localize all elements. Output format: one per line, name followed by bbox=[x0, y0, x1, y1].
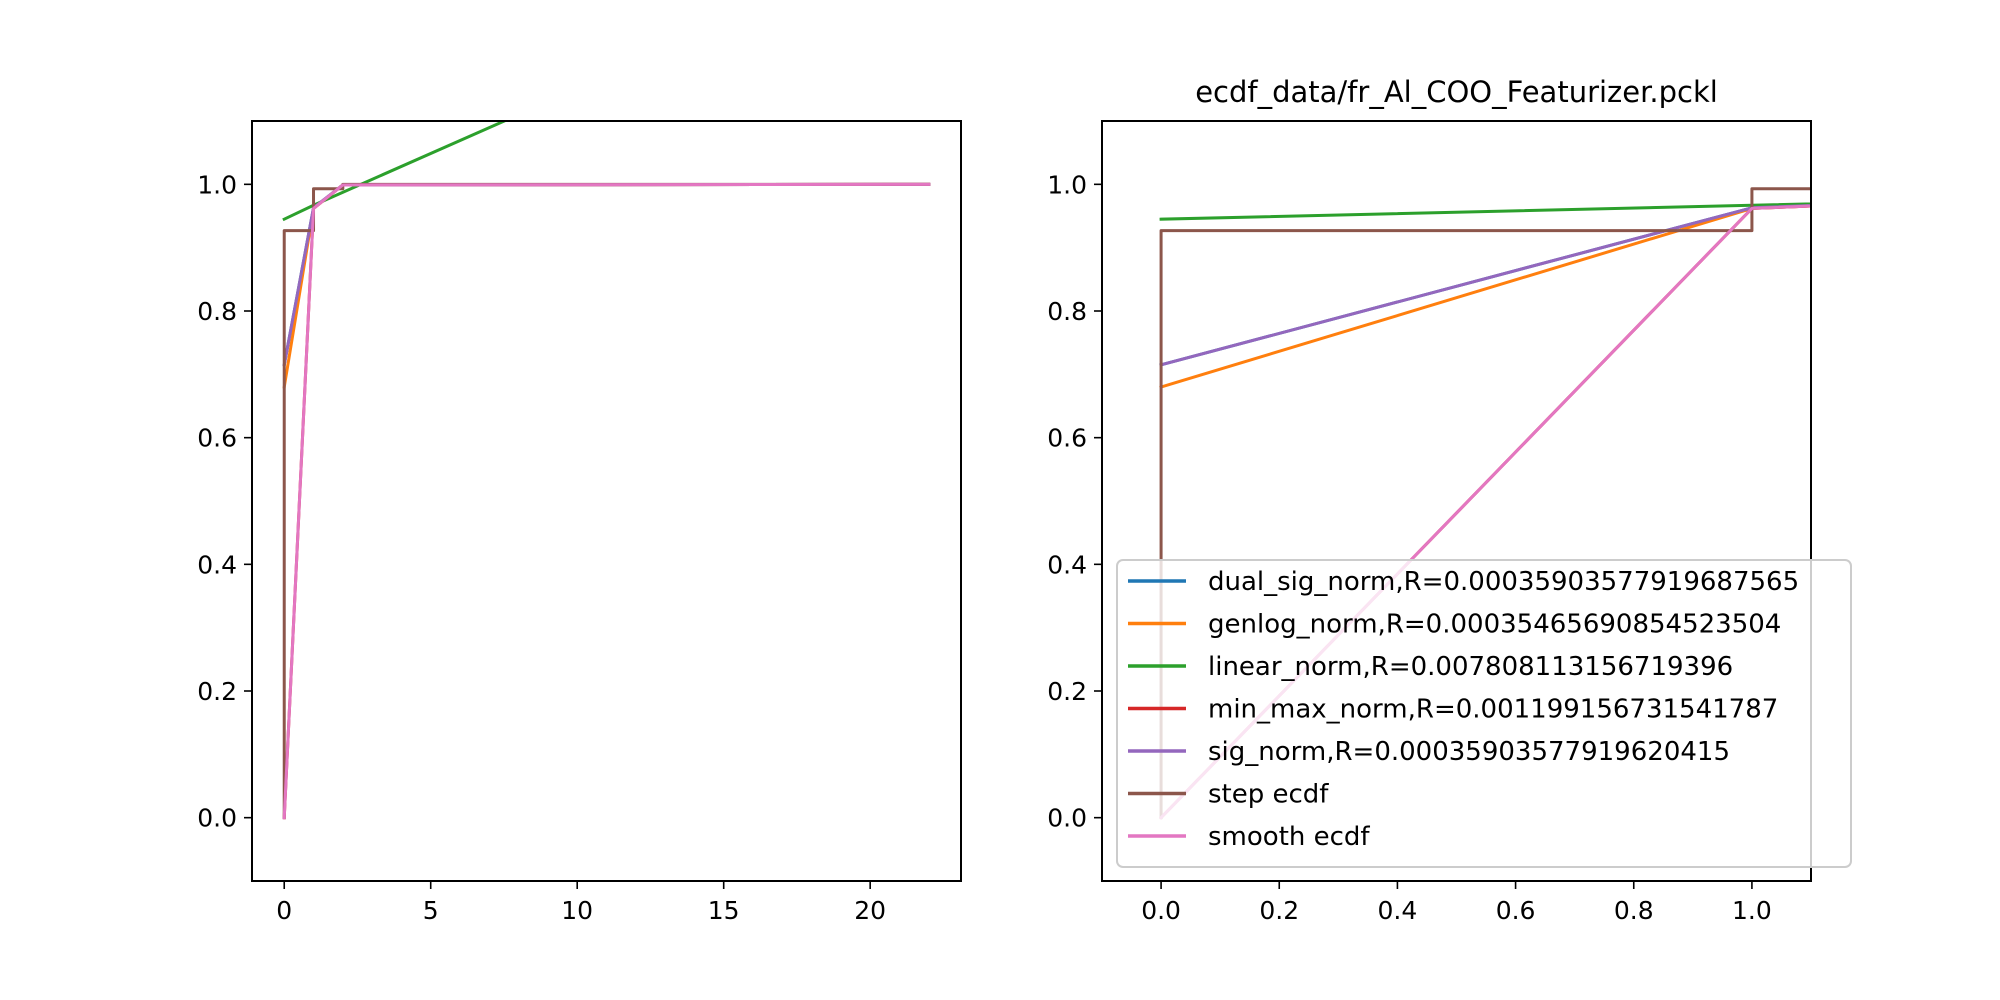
y-tick-label: 0.4 bbox=[197, 550, 237, 579]
legend: dual_sig_norm,R=0.00035903577919687565ge… bbox=[1116, 559, 1852, 868]
left-subplot-frame bbox=[251, 120, 962, 882]
y-tick-label: 0.6 bbox=[197, 424, 237, 453]
x-tick-label: 0.0 bbox=[1141, 896, 1181, 925]
right-subplot-ticks: 0.0 0.2 0.4 0.6 0.8 1.0 0.0 0.2 0.4 0.6 0.8 1.0 bbox=[1047, 170, 1772, 925]
x-tick-label: 5 bbox=[423, 896, 439, 925]
y-tick-label: 0.8 bbox=[197, 297, 237, 326]
legend-label: smooth ecdf bbox=[1208, 822, 1370, 852]
legend-label: linear_norm,R=0.007808113156719396 bbox=[1208, 652, 1733, 682]
y-tick-label: 1.0 bbox=[1047, 170, 1087, 199]
x-tick-label: 10 bbox=[561, 896, 593, 925]
legend-label: genlog_norm,R=0.00035465690854523504 bbox=[1208, 610, 1781, 640]
legend-label: sig_norm,R=0.00035903577919620415 bbox=[1208, 737, 1730, 767]
y-tick-label: 0.2 bbox=[197, 677, 237, 706]
x-tick-label: 0.4 bbox=[1378, 896, 1418, 925]
right-subplot-title: ecdf_data/fr_Al_COO_Featurizer.pckl bbox=[1195, 75, 1718, 109]
x-tick-label: 0.2 bbox=[1259, 896, 1299, 925]
y-tick-label: 0.4 bbox=[1047, 550, 1087, 579]
left-subplot-ticks: 0 5 10 15 20 0.0 0.2 0.4 0.6 0.8 1.0 bbox=[197, 170, 886, 925]
series-line-smooth-ecdf bbox=[282, 182, 931, 820]
x-tick-label: 1.0 bbox=[1732, 896, 1772, 925]
legend-entries: dual_sig_norm,R=0.00035903577919687565ge… bbox=[1128, 567, 1799, 852]
x-tick-label: 0.8 bbox=[1614, 896, 1654, 925]
left-subplot: 0 5 10 15 20 0.0 0.2 0.4 0.6 0.8 1.0 bbox=[197, 120, 962, 925]
y-tick-label: 0.0 bbox=[197, 804, 237, 833]
y-tick-label: 1.0 bbox=[197, 170, 237, 199]
x-tick-label: 0 bbox=[276, 896, 292, 925]
legend-label: min_max_norm,R=0.001199156731541787 bbox=[1208, 695, 1778, 725]
y-tick-label: 0.0 bbox=[1047, 804, 1087, 833]
y-tick-label: 0.2 bbox=[1047, 677, 1087, 706]
legend-label: step ecdf bbox=[1208, 780, 1329, 810]
y-tick-label: 0.6 bbox=[1047, 424, 1087, 453]
right-subplot-frame bbox=[1101, 120, 1812, 882]
y-tick-label: 0.8 bbox=[1047, 297, 1087, 326]
x-tick-label: 15 bbox=[708, 896, 740, 925]
legend-label: dual_sig_norm,R=0.00035903577919687565 bbox=[1208, 567, 1799, 597]
x-tick-label: 20 bbox=[854, 896, 886, 925]
left-subplot-series bbox=[282, 121, 931, 820]
legend-box bbox=[1116, 559, 1852, 868]
x-tick-label: 0.6 bbox=[1496, 896, 1536, 925]
